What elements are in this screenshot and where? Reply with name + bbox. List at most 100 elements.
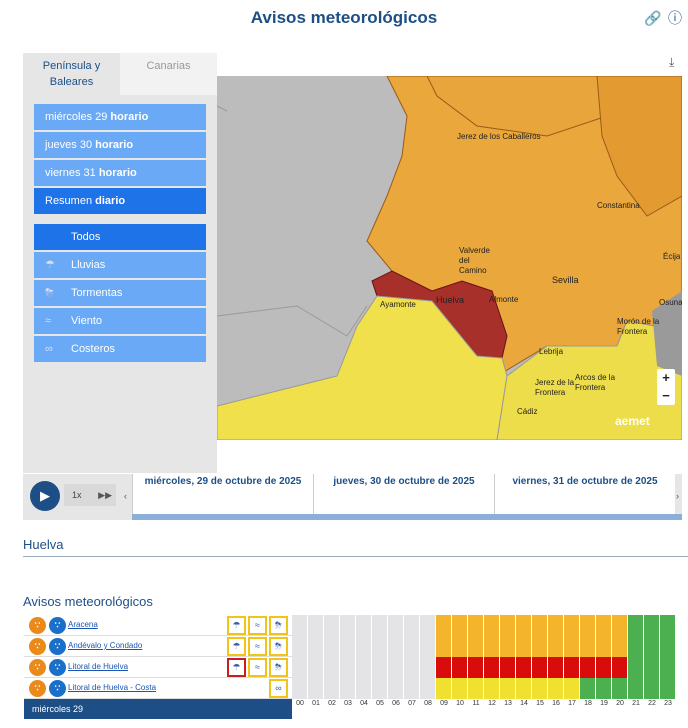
hour-cell bbox=[484, 615, 500, 636]
tab-canarias[interactable]: Canarias bbox=[120, 53, 217, 95]
zone-name[interactable]: Aracena bbox=[68, 620, 98, 629]
hour-cell bbox=[484, 678, 500, 699]
hour-label: 11 bbox=[472, 700, 480, 707]
hour-cell bbox=[660, 636, 676, 657]
hour-cell bbox=[388, 636, 404, 657]
hour-cell bbox=[372, 678, 388, 699]
rss-icon[interactable]: ∵ bbox=[49, 617, 66, 634]
zone-name[interactable]: Andévalo y Condado bbox=[68, 641, 143, 650]
storm-icon[interactable]: ⛈ bbox=[269, 658, 288, 677]
rss-icon[interactable]: ∵ bbox=[49, 680, 66, 697]
storm-icon[interactable]: ⛈ bbox=[269, 637, 288, 656]
map-regions bbox=[217, 76, 682, 440]
info-icon[interactable]: ⓘ bbox=[668, 10, 682, 26]
zone-name[interactable]: Litoral de Huelva - Costa bbox=[68, 683, 157, 692]
hour-label: 13 bbox=[504, 700, 512, 707]
hour-cell bbox=[516, 615, 532, 636]
hour-cell bbox=[404, 636, 420, 657]
hour-cell bbox=[388, 678, 404, 699]
rain-icon[interactable]: ☂ bbox=[227, 616, 246, 635]
hour-cell bbox=[372, 615, 388, 636]
hour-cell bbox=[644, 615, 660, 636]
storm-icon: ⛈ bbox=[45, 287, 54, 299]
hour-cell bbox=[340, 636, 356, 657]
warnings-map[interactable]: Jerez de los Caballeros Constantina Écij… bbox=[217, 76, 682, 440]
rss-icon[interactable]: ∵ bbox=[49, 659, 66, 676]
timeline-prev-icon[interactable]: ‹ bbox=[124, 491, 127, 501]
hour-cell bbox=[548, 678, 564, 699]
rss-icon[interactable]: ∵ bbox=[29, 617, 46, 634]
wind-icon[interactable]: ≈ bbox=[248, 616, 267, 635]
rss-icon[interactable]: ∵ bbox=[29, 638, 46, 655]
speed-control[interactable]: 1x ▶▶ bbox=[64, 484, 116, 506]
orange-region-east bbox=[596, 76, 682, 217]
hour-cell bbox=[452, 657, 468, 678]
timeline-day[interactable]: jueves, 30 de octubre de 2025 bbox=[313, 474, 494, 514]
wind-icon[interactable]: ≈ bbox=[248, 637, 267, 656]
period-item[interactable]: jueves 30 horario bbox=[34, 132, 206, 158]
table-row: ∵ ∵ Aracena ☂ ≈ ⛈ bbox=[24, 615, 688, 636]
hour-cell bbox=[596, 615, 612, 636]
top-icons: 🔗 ⓘ bbox=[644, 9, 684, 27]
hour-cell bbox=[612, 678, 628, 699]
period-item[interactable]: miércoles 29 horario bbox=[34, 104, 206, 130]
period-item[interactable]: viernes 31 horario bbox=[34, 160, 206, 186]
link-icon[interactable]: 🔗 bbox=[644, 9, 662, 26]
wind-icon[interactable]: ≈ bbox=[248, 658, 267, 677]
hour-cell bbox=[388, 615, 404, 636]
rss-icon[interactable]: ∵ bbox=[29, 680, 46, 697]
hour-cell bbox=[612, 636, 628, 657]
zoom-out-button[interactable]: − bbox=[662, 388, 670, 403]
hour-cell bbox=[292, 615, 308, 636]
hour-cell bbox=[340, 615, 356, 636]
hour-cell bbox=[516, 678, 532, 699]
filter-storm[interactable]: ⛈ Tormentas bbox=[34, 280, 206, 306]
warning-type-icons: ∞ bbox=[269, 679, 288, 698]
rain-icon[interactable]: ☂ bbox=[227, 658, 246, 677]
hour-cell bbox=[596, 657, 612, 678]
filter-wind[interactable]: ≈ Viento bbox=[34, 308, 206, 334]
timeline-day[interactable]: miércoles, 29 de octubre de 2025 bbox=[132, 474, 313, 514]
zoom-in-button[interactable]: + bbox=[662, 370, 670, 385]
hour-cell bbox=[356, 657, 372, 678]
tab-peninsula[interactable]: Península y Baleares bbox=[23, 53, 120, 95]
aemet-logo: aemet bbox=[615, 414, 650, 428]
hour-cell bbox=[420, 636, 436, 657]
hour-cell bbox=[628, 678, 644, 699]
filter-all[interactable]: Todos bbox=[34, 224, 206, 250]
timeline-day[interactable]: viernes, 31 de octubre de 2025 bbox=[494, 474, 675, 514]
hour-cell bbox=[468, 615, 484, 636]
hour-cell bbox=[596, 636, 612, 657]
hour-cell bbox=[404, 615, 420, 636]
zone-name[interactable]: Litoral de Huelva bbox=[68, 662, 129, 671]
hour-cell bbox=[516, 636, 532, 657]
rss-icon[interactable]: ∵ bbox=[49, 638, 66, 655]
hour-cell bbox=[468, 678, 484, 699]
play-button[interactable]: ▶ bbox=[30, 481, 60, 511]
timeline-next-icon[interactable]: › bbox=[676, 491, 679, 501]
town-label: Lebrija bbox=[539, 347, 564, 356]
hour-cell bbox=[484, 636, 500, 657]
rain-icon[interactable]: ☂ bbox=[227, 637, 246, 656]
rss-icon[interactable]: ∵ bbox=[29, 659, 46, 676]
hour-label: 08 bbox=[424, 700, 432, 707]
hour-cell bbox=[500, 678, 516, 699]
hour-cell bbox=[452, 678, 468, 699]
hour-label: 06 bbox=[392, 700, 400, 707]
hour-label: 14 bbox=[520, 700, 528, 707]
timeline-slider[interactable] bbox=[132, 514, 682, 520]
period-menu: miércoles 29 horario jueves 30 horario v… bbox=[34, 104, 206, 216]
hour-cell bbox=[356, 678, 372, 699]
coast-line bbox=[217, 105, 228, 112]
hour-cells bbox=[292, 657, 676, 678]
hour-cells bbox=[292, 636, 676, 657]
hour-label: 15 bbox=[536, 700, 544, 707]
coast-icon[interactable]: ∞ bbox=[269, 679, 288, 698]
hour-cell bbox=[580, 657, 596, 678]
download-icon[interactable]: ⤓ bbox=[669, 55, 675, 69]
filter-rain[interactable]: ☂ Lluvias bbox=[34, 252, 206, 278]
storm-icon[interactable]: ⛈ bbox=[269, 616, 288, 635]
filter-coastal[interactable]: ∞ Costeros bbox=[34, 336, 206, 362]
fast-forward-icon: ▶▶ bbox=[98, 490, 112, 500]
period-item-summary[interactable]: Resumen diario bbox=[34, 188, 206, 214]
